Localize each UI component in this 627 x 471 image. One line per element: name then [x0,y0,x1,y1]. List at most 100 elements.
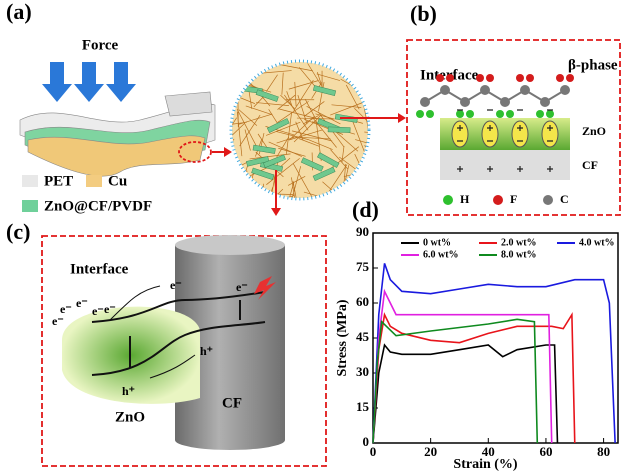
band-diagram [91,285,266,379]
electron: e⁻ [170,278,182,292]
atom-label: F [510,192,517,206]
atom [416,110,424,118]
zno-rod [252,144,276,154]
atom [426,110,434,118]
line [372,263,616,444]
atom [420,97,430,107]
legend-label: 6.0 wt% [423,249,459,260]
fiber [364,145,368,168]
fiber [302,115,319,125]
fiber [232,138,235,168]
fiber [281,72,284,95]
charges [451,109,559,172]
electron: e⁻ [76,296,88,310]
arrow-head [224,147,232,157]
dipole [541,120,559,148]
fiber [236,109,258,149]
zno-rod [317,152,340,168]
y-tick-label: 45 [356,329,370,344]
fiber [264,186,274,198]
fiber [331,104,362,108]
fiber [232,62,254,83]
panel-frame [406,39,621,216]
fiber [284,94,309,131]
fiber [232,103,234,120]
atom [556,74,564,82]
atom [506,110,514,118]
atom [486,74,494,82]
fiber [303,101,325,117]
atom-label: H [460,192,470,206]
atom [460,97,470,107]
fiber [293,79,314,111]
fiber [355,139,368,146]
fiber [266,121,301,136]
line [372,343,559,444]
atom [546,110,554,118]
phase-label: β-phase [568,57,618,73]
force-label: Force [82,37,119,53]
layer-label: ZnO [582,124,606,138]
cf-layer [440,150,570,180]
zno-rod [312,85,337,96]
x-tick-label: 80 [597,444,610,459]
atom [516,74,524,82]
charge-sign [517,109,523,172]
line [372,311,576,444]
charge-sign [547,109,553,172]
fiber [245,105,272,115]
fiber [318,82,325,112]
dipole [511,120,529,148]
y-tick-label: 75 [356,259,370,274]
atom [566,74,574,82]
y-tick-label: 0 [363,434,370,449]
arrow-head [271,208,281,216]
fiber [268,141,303,157]
fiber [280,94,296,110]
x-tick-label: 20 [424,444,437,459]
fibers [232,62,368,201]
panel-label: (d) [352,197,379,222]
fiber [307,139,333,150]
electron: e⁻ [52,314,64,328]
fiber [351,117,366,155]
fiber [239,114,261,147]
charge-sign [457,109,463,172]
atom [436,74,444,82]
layer-label: CF [582,158,598,172]
atom [466,110,474,118]
zoom-ellipse [178,141,212,163]
plot-frame [372,232,619,444]
atom [536,110,544,118]
fiber [295,121,304,140]
fiber [362,62,368,81]
fiber [232,128,233,144]
fiber [288,80,319,90]
fiber [278,147,306,157]
zno-rod [347,177,368,189]
fiber [291,177,297,198]
interface-label: Interface [70,261,129,277]
electron: e⁻ [60,302,72,316]
atom-key [493,195,503,205]
dipole [451,120,469,148]
atom [456,110,464,118]
cf-top [175,235,285,255]
atom [440,85,450,95]
fiber [232,169,237,172]
fiber [271,200,287,201]
atom [446,74,454,82]
legend-label: Cu [108,173,127,189]
fiber [321,62,343,63]
fiber [238,109,258,126]
zno-label: ZnO [115,409,145,425]
zno-rod [312,166,336,181]
x-tick-label: 40 [482,444,495,459]
fiber [270,158,279,198]
y-tick-label: 15 [356,399,370,414]
legend-label: 2.0 wt% [501,237,537,248]
fiber [268,195,295,198]
chart: 0 15 30 45 60 75 90 0 20 40 60 80 Strain (%) Stress (… [335,224,619,471]
hole: h⁺ [200,344,213,358]
